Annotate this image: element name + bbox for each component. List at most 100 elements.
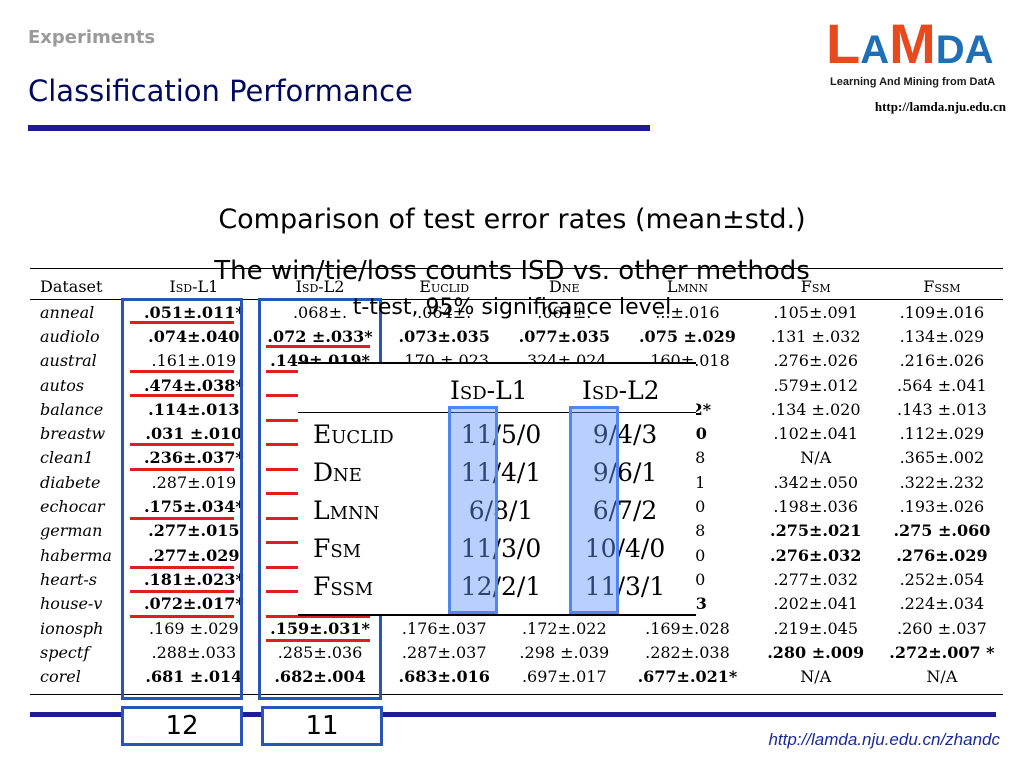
summary-header-isd-l1: Isd-L1 [450, 376, 528, 405]
table-cell: .564 ±.041 [897, 375, 987, 395]
summary-method-name: Dne [313, 458, 362, 487]
table-cell: .276±.032 [770, 545, 862, 565]
table-cell: .285±.036 [277, 642, 363, 662]
table-cell: .682±.004 [274, 667, 366, 687]
title-rule [28, 125, 650, 131]
table-cell: .276±.026 [773, 351, 858, 371]
win-underline [130, 467, 234, 471]
table-cell: .282±.038 [645, 642, 730, 662]
dataset-name: spectf [40, 642, 90, 662]
table-cell: ...±.016 [655, 302, 720, 322]
col-header-dne: Dne [549, 276, 580, 296]
table-row: corel .681 ±.014 .682±.004 .683±.016 .697±.0… [30, 664, 1003, 688]
summary-win-tie-loss: 11/3/0 [460, 534, 542, 563]
table-cell: .287±.037 [401, 642, 487, 662]
summary-highlight-isd-l2 [569, 406, 619, 614]
table-cell: N/A [926, 667, 958, 687]
dataset-name: corel [40, 667, 81, 687]
dataset-name: haberma [40, 545, 112, 565]
table-cell: .131 ±.032 [770, 326, 861, 346]
table-cell: .105±.091 [773, 302, 858, 322]
summary-method-name: Fssm [313, 572, 374, 601]
section-label: Experiments [28, 27, 156, 48]
isd-l1-column-box [121, 298, 243, 700]
table-cell: .219±.045 [773, 618, 858, 638]
table-cell: .181±.023* [143, 569, 244, 589]
table-cell: .077±.035 [518, 326, 610, 346]
table-cell: .275±.021 [770, 521, 862, 541]
dataset-name: balance [40, 399, 104, 419]
table-cell: .072 ±.033* [267, 326, 373, 346]
table-cell: .681 ±.014 [145, 667, 243, 687]
caption-line-3: t-test, 95% significance level [352, 295, 672, 320]
col-header-lmnn: Lmnn [666, 276, 709, 296]
win-underline [130, 443, 234, 446]
table-cell: .322±.232 [899, 472, 985, 492]
table-cell: .143 ±.013 [897, 399, 987, 419]
table-cell: .159±.031* [270, 618, 370, 638]
table-cell: .277±.032 [773, 569, 858, 589]
table-cell: .277±.015 [148, 521, 240, 541]
dataset-name: echocar [40, 497, 105, 517]
table-cell: .102±.041 [773, 424, 858, 444]
logo-tagline: Learning And Mining from DatA [830, 76, 996, 88]
logo-word: LAMDA [826, 12, 994, 75]
win-underline [130, 394, 234, 397]
table-cell: .202±.041 [773, 594, 858, 614]
dataset-name: house-v [40, 594, 103, 614]
table-cell: .224±.034 [899, 594, 985, 614]
footer-rule [30, 712, 996, 717]
table-cell: .072±.017* [143, 594, 244, 614]
table-row: austral .161±.019.149±.019* .170 ±.023.324… [30, 349, 1003, 373]
table-cell: .073±.035 [398, 326, 490, 346]
table-cell: .172±.022 [521, 618, 607, 638]
table-cell: .031 ±.010 [145, 424, 243, 444]
table-row: anneal .051±.011* .068±. .064±. .061±. ...±.0… [30, 300, 1003, 324]
table-cell: .272±.007 * [889, 642, 995, 662]
count-box-isd-l2: 11 [261, 706, 383, 746]
table-cell: .198±.036 [773, 497, 858, 517]
table-cell: .175±.034* [143, 497, 244, 517]
summary-win-tie-loss: 12/2/1 [460, 572, 542, 601]
table-rule-bottom [30, 694, 1003, 695]
col-header-dataset: Dataset [40, 276, 103, 296]
table-cell: .068±. [292, 302, 348, 322]
table-cell: .074±.040 [148, 326, 240, 346]
col-header-fssm: Fssm [923, 276, 961, 296]
table-cell: .342±.050 [773, 472, 858, 492]
table-cell: .280 ±.009 [767, 642, 865, 662]
table-cell: .193±.026 [899, 497, 985, 517]
win-underline [130, 320, 234, 324]
summary-win-tie-loss: 10/4/0 [584, 534, 666, 563]
table-cell: .276±.029 [896, 545, 988, 565]
table-cell: .109±.016 [899, 302, 985, 322]
table-cell: .134±.029 [899, 326, 985, 346]
table-cell: .365±.002 [899, 448, 985, 468]
table-cell: .260 ±.037 [897, 618, 987, 638]
win-underline [130, 590, 234, 593]
table-cell: .075 ±.029 [638, 326, 736, 346]
table-row: house-v.072±.017*.07.023.202±.041.224±.0… [30, 592, 1003, 616]
col-header-fsm: Fsm [800, 276, 831, 296]
dataset-name: austral [40, 351, 97, 371]
table-cell: .275 ±.060 [893, 521, 991, 541]
footer-url[interactable]: http://lamda.nju.edu.cn/zhandc [768, 730, 1000, 749]
logo-url[interactable]: http://lamda.nju.edu.cn [874, 99, 1006, 114]
table-cell: .277±.029 [148, 545, 240, 565]
table-cell: .474±.038* [143, 375, 244, 395]
table-cell: .161±.019 [151, 351, 237, 371]
table-header-row: Dataset Isd-L1 Isd-L2 Euclid Dne Lmnn Fs… [30, 272, 1003, 300]
table-row: breastw.031 ±.010.03.010.102±.041.112±.0… [30, 421, 1003, 445]
table-cell: .677±.021* [637, 667, 738, 687]
win-underline [130, 614, 234, 618]
summary-win-tie-loss: 11/3/1 [584, 572, 666, 601]
summary-method-name: Lmnn [313, 496, 380, 525]
table-cell: .176±.037 [401, 618, 487, 638]
table-row: ionosph .169 ±.029 .159±.031* .176±.037 .172… [30, 616, 1003, 640]
table-cell: .298 ±.039 [519, 642, 610, 662]
table-cell: .114±.013 [148, 399, 240, 419]
table-row: spectf .288±.033 .285±.036 .287±.037 .298 ±.… [30, 640, 1003, 664]
caption-line-1: Comparison of test error rates (mean±std… [218, 204, 806, 235]
lamda-logo[interactable]: LAMDA Learning And Mining from DatA http… [826, 16, 1006, 116]
win-underline [266, 639, 370, 642]
